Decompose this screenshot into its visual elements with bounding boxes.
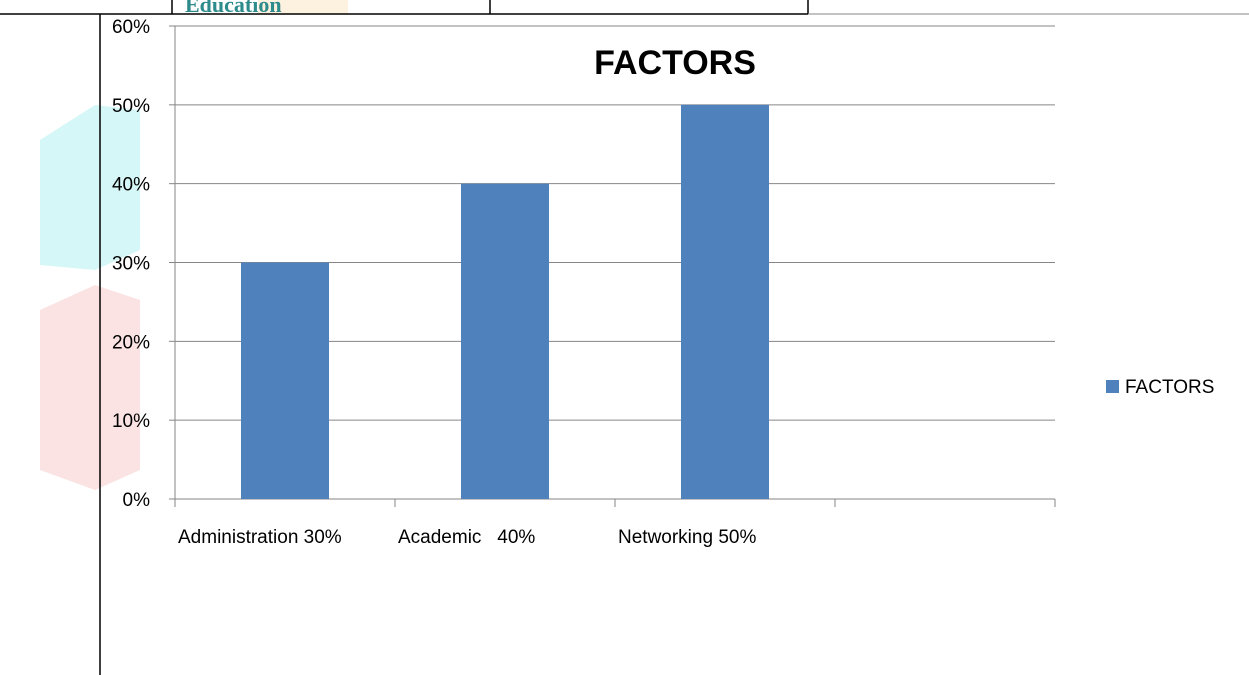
watermark-logo xyxy=(40,0,348,490)
y-tick-label: 50% xyxy=(112,96,150,117)
y-tick-label: 10% xyxy=(112,411,150,432)
watermark-red-shape xyxy=(40,285,140,490)
y-tick-label: 60% xyxy=(112,17,150,38)
y-tick-label: 0% xyxy=(123,490,151,511)
x-category-label: Networking 50% xyxy=(618,527,756,548)
x-axis-labels: Administration 30% Academic 40% Networking… xyxy=(178,527,756,548)
y-tick-label: 30% xyxy=(112,254,150,275)
legend-swatch xyxy=(1106,380,1119,393)
watermark-teal-shape xyxy=(40,105,140,270)
watermark-orange-block xyxy=(258,0,348,14)
y-tick-label: 20% xyxy=(112,332,150,353)
y-tick-label: 40% xyxy=(112,175,150,196)
bar xyxy=(241,262,329,499)
legend-label: FACTORS xyxy=(1125,377,1214,398)
bar xyxy=(681,104,769,499)
x-category-label: Administration 30% xyxy=(178,527,342,548)
bar xyxy=(461,183,549,499)
legend: FACTORS xyxy=(1106,377,1214,398)
y-axis-ticks: 0% 10% 20% 30% 40% 50% 60% xyxy=(112,17,175,511)
chart-title: FACTORS xyxy=(594,44,756,82)
bars xyxy=(241,104,769,499)
header-fragment-text: Education xyxy=(185,0,282,17)
x-category-label: Academic 40% xyxy=(398,527,535,548)
